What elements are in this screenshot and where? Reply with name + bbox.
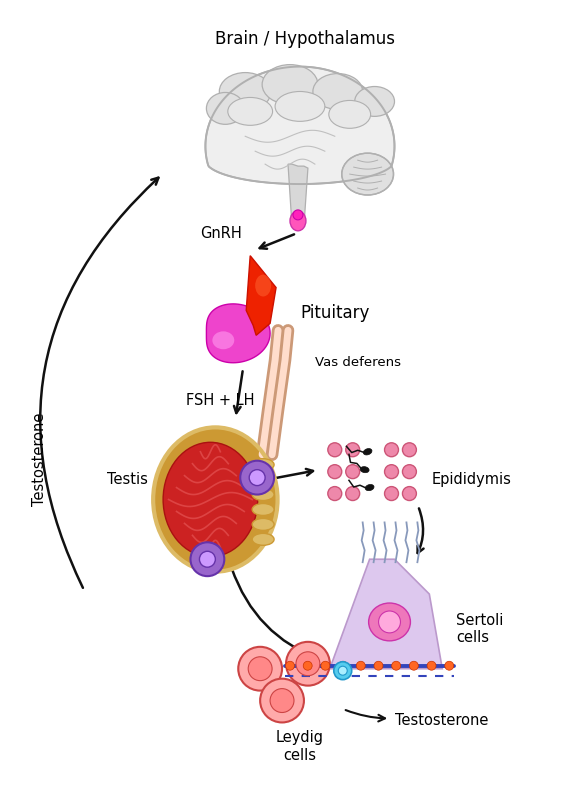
- Ellipse shape: [363, 449, 372, 455]
- Polygon shape: [288, 164, 308, 227]
- Ellipse shape: [163, 442, 257, 557]
- Ellipse shape: [354, 87, 394, 116]
- Circle shape: [285, 662, 295, 670]
- Text: Vas deferens: Vas deferens: [315, 356, 401, 368]
- Ellipse shape: [252, 489, 274, 501]
- Polygon shape: [206, 304, 270, 363]
- Ellipse shape: [329, 100, 371, 128]
- Circle shape: [356, 662, 365, 670]
- Ellipse shape: [252, 473, 274, 485]
- Ellipse shape: [213, 332, 234, 349]
- Text: Testis: Testis: [107, 472, 148, 487]
- Ellipse shape: [255, 275, 271, 296]
- Circle shape: [296, 652, 320, 676]
- Text: Leydig
cells: Leydig cells: [276, 731, 324, 763]
- Polygon shape: [246, 256, 276, 336]
- Circle shape: [286, 642, 330, 686]
- Circle shape: [410, 662, 418, 670]
- Circle shape: [379, 611, 400, 633]
- Text: Brain / Hypothalamus: Brain / Hypothalamus: [215, 30, 395, 48]
- Circle shape: [328, 486, 342, 501]
- Circle shape: [248, 657, 272, 681]
- Text: Epididymis: Epididymis: [431, 472, 511, 487]
- Circle shape: [403, 465, 417, 479]
- Circle shape: [392, 662, 401, 670]
- Ellipse shape: [252, 459, 274, 471]
- Text: Pituitary: Pituitary: [300, 304, 370, 323]
- Ellipse shape: [262, 65, 318, 104]
- Ellipse shape: [220, 73, 271, 111]
- Circle shape: [403, 486, 417, 501]
- Ellipse shape: [290, 211, 306, 231]
- Circle shape: [334, 662, 352, 680]
- Circle shape: [346, 465, 360, 479]
- Ellipse shape: [360, 467, 369, 473]
- Circle shape: [238, 647, 282, 690]
- Circle shape: [346, 486, 360, 501]
- Text: Testosterone: Testosterone: [394, 713, 488, 728]
- Circle shape: [303, 662, 312, 670]
- Circle shape: [240, 461, 274, 494]
- Ellipse shape: [275, 91, 325, 121]
- Ellipse shape: [365, 485, 374, 491]
- Circle shape: [374, 662, 383, 670]
- Circle shape: [328, 465, 342, 479]
- Circle shape: [339, 662, 347, 670]
- Ellipse shape: [228, 98, 272, 125]
- Circle shape: [249, 469, 265, 485]
- Ellipse shape: [342, 153, 393, 195]
- Circle shape: [321, 662, 330, 670]
- Text: Sertoli
cells: Sertoli cells: [456, 613, 504, 645]
- Circle shape: [385, 486, 399, 501]
- Ellipse shape: [252, 533, 274, 545]
- Circle shape: [270, 689, 294, 713]
- Circle shape: [403, 443, 417, 457]
- Circle shape: [191, 542, 224, 576]
- Ellipse shape: [368, 603, 410, 641]
- Text: GnRH: GnRH: [200, 227, 242, 241]
- Circle shape: [293, 210, 303, 219]
- Circle shape: [199, 551, 216, 567]
- Circle shape: [385, 443, 399, 457]
- Polygon shape: [206, 66, 394, 184]
- Circle shape: [328, 443, 342, 457]
- Circle shape: [385, 465, 399, 479]
- Circle shape: [260, 678, 304, 723]
- Ellipse shape: [153, 428, 278, 572]
- Ellipse shape: [252, 504, 274, 516]
- Circle shape: [338, 666, 347, 675]
- Circle shape: [427, 662, 436, 670]
- Text: Testosterone: Testosterone: [32, 413, 46, 506]
- Ellipse shape: [313, 74, 363, 110]
- Text: FSH + LH: FSH + LH: [187, 392, 255, 408]
- Circle shape: [346, 443, 360, 457]
- Ellipse shape: [252, 518, 274, 530]
- Polygon shape: [330, 559, 442, 669]
- Ellipse shape: [206, 92, 244, 124]
- Circle shape: [445, 662, 454, 670]
